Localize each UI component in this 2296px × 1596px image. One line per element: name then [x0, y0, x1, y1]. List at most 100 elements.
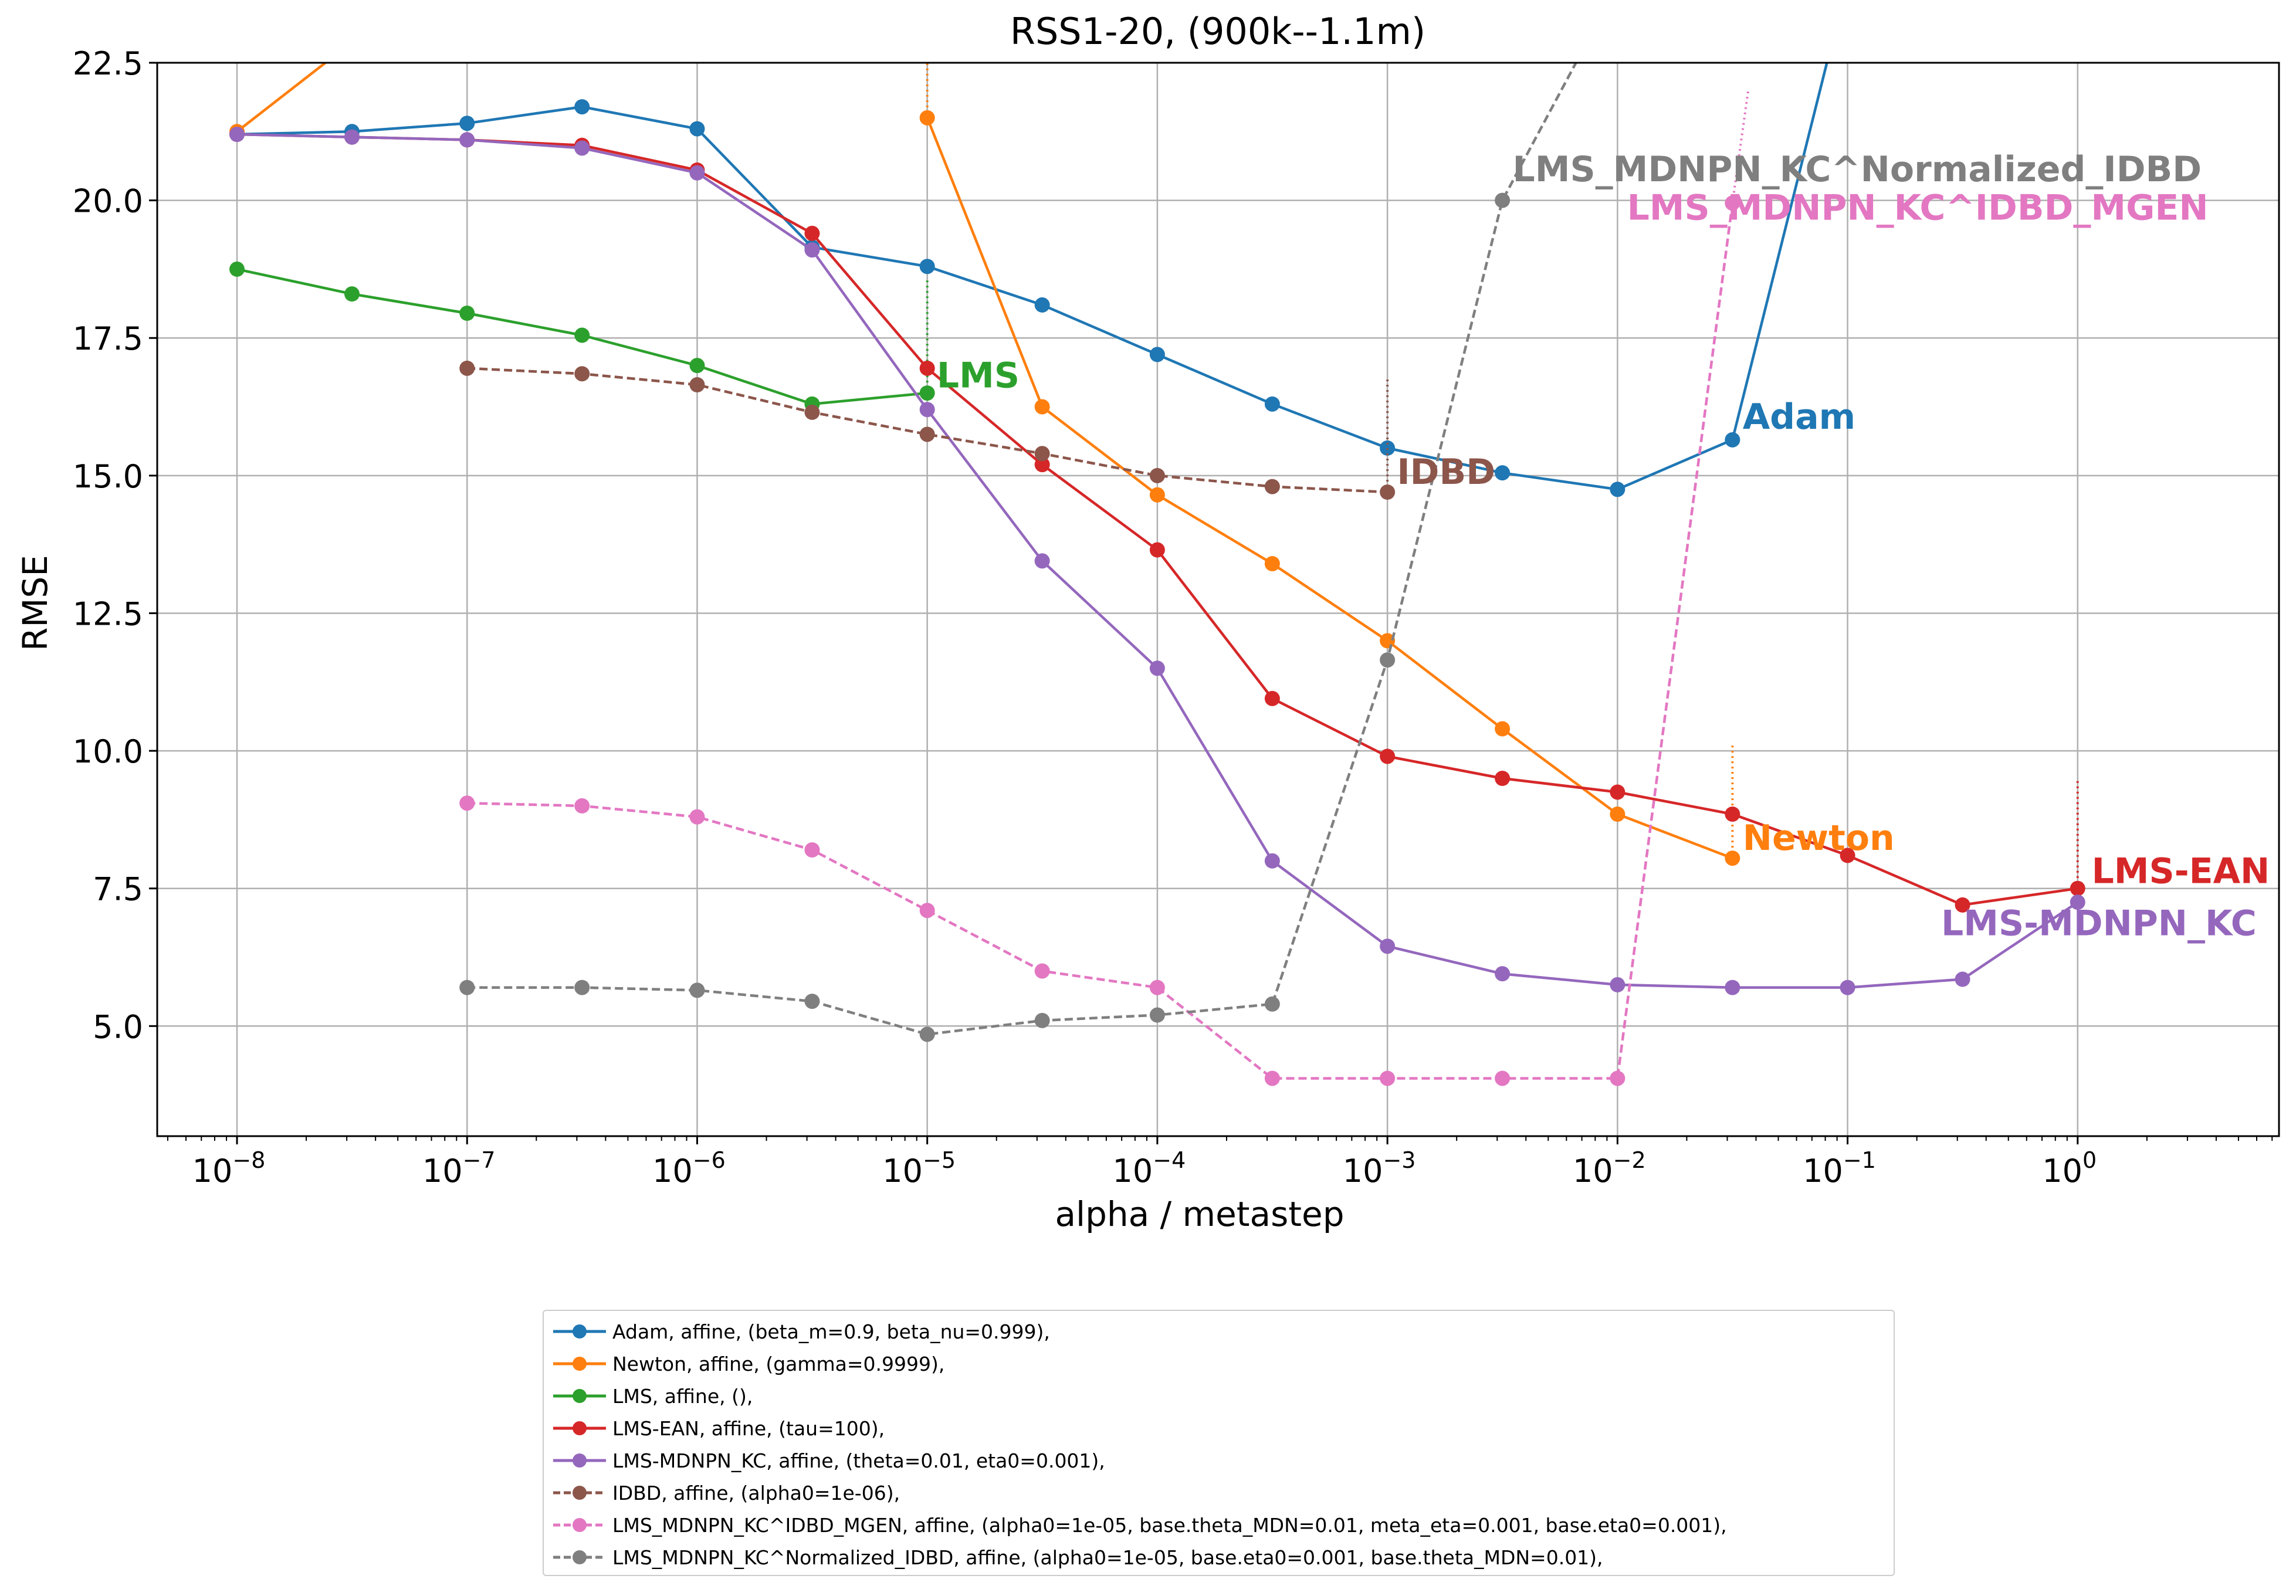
data-point — [459, 306, 475, 321]
legend-label: LMS-MDNPN_KC, affine, (theta=0.01, eta0=… — [612, 1449, 1105, 1472]
series-line — [236, 63, 1828, 491]
legend-item: IDBD, affine, (alpha0=1e-06), — [544, 1477, 1894, 1509]
data-point — [919, 426, 935, 442]
data-point — [1034, 446, 1050, 462]
x-tick-exponent: 0 — [2082, 1147, 2097, 1173]
data-point — [1034, 297, 1050, 313]
data-point — [919, 903, 935, 919]
data-point — [1610, 784, 1626, 800]
series-label: LMS-EAN — [2092, 850, 2270, 892]
legend-swatch-marker — [573, 1421, 587, 1435]
x-axis-label: alpha / metastep — [1055, 1194, 1344, 1234]
data-point — [689, 982, 705, 998]
data-point — [689, 165, 705, 181]
data-point — [574, 798, 590, 814]
data-point — [459, 132, 475, 148]
y-tick-label: 5.0 — [93, 1008, 143, 1045]
data-point — [1034, 457, 1050, 473]
legend-swatch-marker — [573, 1357, 587, 1371]
x-tick-exponent: −2 — [1613, 1147, 1646, 1173]
y-tick-label: 20.0 — [73, 183, 143, 220]
x-tick-label: 10−6 — [652, 1147, 726, 1190]
plot-frame — [156, 62, 2280, 1137]
x-tick-base: 10 — [1573, 1153, 1613, 1190]
data-point — [1149, 660, 1165, 676]
x-tick-exponent: −6 — [693, 1147, 726, 1173]
legend-item: Adam, affine, (beta_m=0.9, beta_nu=0.999… — [544, 1316, 1894, 1347]
series-label: Newton — [1743, 818, 1895, 859]
data-point — [459, 795, 475, 811]
data-point — [229, 261, 245, 277]
data-point — [229, 127, 245, 142]
x-tick-exponent: −3 — [1383, 1147, 1415, 1173]
x-tick-label: 100 — [2042, 1147, 2097, 1190]
data-point — [1610, 1070, 1626, 1086]
data-point — [1380, 652, 1396, 668]
data-point — [1495, 721, 1511, 737]
data-point — [1725, 807, 1740, 822]
grid — [157, 62, 2279, 1136]
legend-label: Adam, affine, (beta_m=0.9, beta_nu=0.999… — [612, 1320, 1050, 1343]
y-tick-label: 17.5 — [73, 320, 143, 357]
data-point — [1264, 1070, 1280, 1086]
data-point — [1840, 848, 1855, 863]
data-point — [804, 842, 820, 858]
data-point — [1149, 1007, 1165, 1023]
data-point — [1610, 977, 1626, 992]
x-tick-label: 10−5 — [882, 1147, 956, 1190]
legend-swatch — [553, 1550, 606, 1564]
x-tick-base: 10 — [192, 1153, 233, 1190]
data-point — [1495, 1070, 1511, 1086]
data-point — [459, 980, 475, 995]
legend-label: LMS-EAN, affine, (tau=100), — [612, 1417, 885, 1440]
data-point — [1264, 556, 1280, 571]
data-point — [1149, 542, 1165, 558]
series-line — [467, 203, 1734, 1080]
x-tick-base: 10 — [2042, 1153, 2082, 1190]
data-point — [1380, 440, 1396, 456]
data-point — [689, 377, 705, 392]
y-tick-label: 22.5 — [73, 45, 143, 82]
series-line — [467, 63, 1578, 1036]
series-line — [236, 63, 328, 133]
data-point — [1264, 690, 1280, 706]
data-point — [804, 225, 820, 241]
series-label: Adam — [1743, 397, 1855, 438]
data-point — [804, 404, 820, 420]
data-point — [1034, 553, 1050, 569]
legend-swatch-marker — [573, 1518, 587, 1532]
y-axis-label: RMSE — [15, 555, 55, 651]
legend-label: LMS_MDNPN_KC^Normalized_IDBD, affine, (a… — [612, 1546, 1603, 1569]
legend-swatch — [553, 1518, 606, 1532]
data-point — [1149, 347, 1165, 362]
legend-label: IDBD, affine, (alpha0=1e-06), — [612, 1482, 900, 1504]
x-tick-base: 10 — [882, 1153, 923, 1190]
data-point — [459, 360, 475, 376]
legend-swatch-marker — [573, 1550, 587, 1564]
data-point — [1840, 980, 1855, 995]
legend-item: LMS-EAN, affine, (tau=100), — [544, 1412, 1894, 1444]
series-annotations: Adam Newton LMS LMS-EAN LMS-MDNPN_KC IDBD LMS_… — [937, 149, 2270, 944]
x-tick-label: 10−3 — [1343, 1147, 1416, 1190]
x-tick-base: 10 — [652, 1153, 693, 1190]
data-point — [1725, 980, 1740, 995]
x-tick-base: 10 — [1803, 1153, 1843, 1190]
data-point — [344, 129, 360, 145]
data-point — [1264, 396, 1280, 412]
data-point — [1495, 966, 1511, 982]
series-label: IDBD — [1397, 452, 1495, 493]
legend-swatch-marker — [573, 1389, 587, 1403]
legend-swatch — [553, 1453, 606, 1468]
data-point — [689, 809, 705, 825]
data-point — [459, 116, 475, 131]
y-tick-label: 12.5 — [73, 595, 143, 632]
legend-swatch — [553, 1357, 606, 1371]
data-point — [689, 121, 705, 137]
series-line-segment — [926, 117, 1733, 860]
data-point — [1264, 996, 1280, 1012]
x-tick-base: 10 — [1343, 1153, 1383, 1190]
data-point — [1034, 1012, 1050, 1028]
series-line — [467, 367, 1388, 494]
series-label: LMS_MDNPN_KC^IDBD_MGEN — [1627, 187, 2209, 228]
x-tick-base: 10 — [422, 1153, 463, 1190]
